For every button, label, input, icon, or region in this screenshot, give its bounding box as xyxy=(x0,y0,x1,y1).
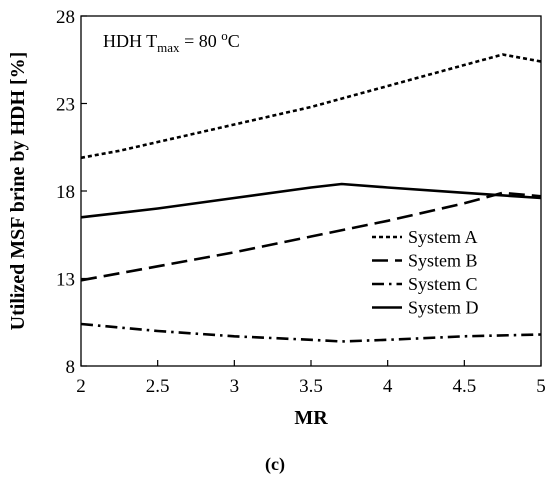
x-tick-label: 2 xyxy=(76,376,86,397)
annotation-subscript: max xyxy=(157,40,180,55)
y-tick-label: 8 xyxy=(66,357,76,378)
series-line-system-a xyxy=(80,53,542,160)
temperature-annotation: HDH Tmax = 80 oC xyxy=(103,28,240,55)
legend-label: System D xyxy=(408,298,479,318)
x-axis-title: MR xyxy=(294,407,328,429)
x-tick-label: 3 xyxy=(230,376,240,397)
annotation-superscript: o xyxy=(221,28,228,43)
x-axis-ticks: 2 2.5 3 3.5 4 4.5 5 xyxy=(76,360,546,397)
x-tick-label: 4.5 xyxy=(452,376,476,397)
x-tick-label: 3.5 xyxy=(299,376,323,397)
x-tick-label: 4 xyxy=(383,376,393,397)
legend-label: System C xyxy=(408,274,478,294)
y-tick-label: 28 xyxy=(56,7,75,28)
y-tick-label: 23 xyxy=(56,95,75,116)
series-line-system-c xyxy=(80,322,542,343)
y-axis-title: Utilized MSF brine by HDH [%] xyxy=(7,52,29,331)
y-tick-label: 13 xyxy=(56,270,75,291)
y-tick-label: 18 xyxy=(56,182,75,203)
series-lines xyxy=(80,53,542,343)
legend: System A System B System C System D xyxy=(372,227,479,318)
legend-label: System B xyxy=(408,251,478,271)
figure-caption: (c) xyxy=(265,454,285,475)
y-axis-ticks: 8 13 18 23 28 xyxy=(56,7,87,378)
x-tick-label: 5 xyxy=(536,376,546,397)
x-tick-label: 2.5 xyxy=(146,376,170,397)
legend-label: System A xyxy=(408,227,478,247)
series-line-system-d xyxy=(80,182,542,219)
